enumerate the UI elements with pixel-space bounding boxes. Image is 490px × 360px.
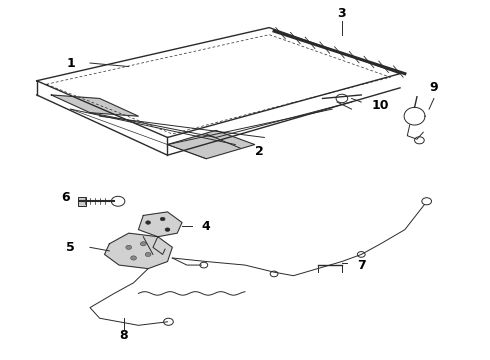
Text: 5: 5	[66, 241, 75, 254]
FancyBboxPatch shape	[78, 197, 86, 206]
Polygon shape	[168, 130, 255, 159]
Text: 10: 10	[372, 99, 390, 112]
Text: 8: 8	[120, 329, 128, 342]
Circle shape	[165, 228, 170, 231]
Circle shape	[131, 256, 137, 260]
Circle shape	[146, 221, 150, 224]
Circle shape	[140, 242, 146, 246]
Text: 3: 3	[338, 7, 346, 20]
Text: 4: 4	[202, 220, 211, 233]
Polygon shape	[104, 233, 172, 269]
Circle shape	[160, 217, 165, 221]
Circle shape	[336, 94, 348, 103]
Text: 2: 2	[255, 145, 264, 158]
Text: 7: 7	[357, 258, 366, 271]
Circle shape	[126, 245, 132, 249]
Text: 1: 1	[66, 57, 75, 69]
Text: 9: 9	[430, 81, 438, 94]
Polygon shape	[138, 212, 182, 237]
Polygon shape	[51, 95, 138, 116]
Text: 6: 6	[61, 191, 70, 204]
Circle shape	[145, 252, 151, 257]
